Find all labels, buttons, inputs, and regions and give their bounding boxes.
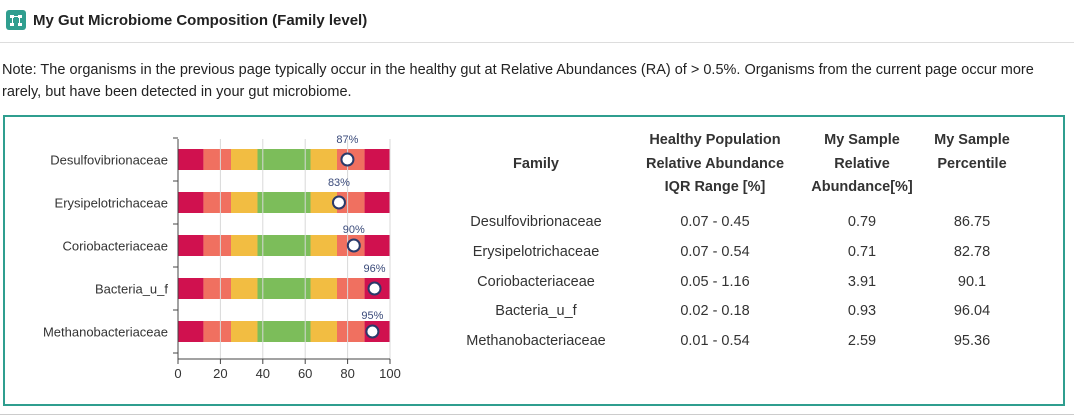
range-band-3-1 <box>203 278 231 299</box>
category-label-2: Coriobacteriaceae <box>62 239 168 254</box>
abundance-chart: 0 20 40 60 80 100 Desulfovibrionaceae Erysipelo… <box>43 134 401 381</box>
table-header-line: Percentile <box>937 155 1007 172</box>
table-cell-r0-c3: 86.75 <box>953 214 991 230</box>
sample-marker-0 <box>340 152 355 167</box>
range-band-1-4 <box>310 192 337 213</box>
x-tick-label-20: 20 <box>213 366 227 381</box>
header-divider <box>0 42 1074 43</box>
range-band-4-2 <box>231 321 258 342</box>
table-cell-r0-c0: Desulfovibrionaceae <box>470 214 602 230</box>
section-header: My Gut Microbiome Composition (Family le… <box>6 8 367 32</box>
table-header-line: My Sample <box>824 132 900 148</box>
range-band-1-5 <box>337 192 365 213</box>
range-band-3-2 <box>231 278 258 299</box>
table-cell-r3-c2: 0.93 <box>847 303 877 320</box>
bottom-divider <box>0 414 1074 415</box>
table-header-line: Healthy Population <box>649 132 781 148</box>
table-cell-r4-c0: Methanobacteriaceae <box>466 333 606 350</box>
table-header-line: My Sample <box>934 132 1010 148</box>
range-band-2-3 <box>257 235 311 256</box>
category-label-3: Bacteria_u_f <box>95 282 168 297</box>
range-band-4-0 <box>178 321 204 342</box>
table-cell-r0-c2: 0.79 <box>847 214 877 230</box>
range-band-4-3 <box>257 321 311 342</box>
table-header-0: Family <box>446 153 626 177</box>
x-tick-label-40: 40 <box>256 366 270 381</box>
table-cell-r2-c0: Coriobacteriaceae <box>477 273 595 290</box>
table-header-line: Relative <box>834 155 890 172</box>
range-band-1-2 <box>231 192 258 213</box>
table-cell-r3-c1: 0.02 - 0.18 <box>680 303 750 320</box>
table-cell-r3-c3: 96.04 <box>953 303 991 320</box>
table-header-line: Abundance[%] <box>811 179 913 195</box>
range-band-4-4 <box>310 321 337 342</box>
table-header-line: IQR Range [%] <box>664 179 766 195</box>
range-band-2-0 <box>178 235 204 256</box>
range-band-1-0 <box>178 192 204 213</box>
category-label-0: Desulfovibrionaceae <box>50 153 168 168</box>
range-band-3-3 <box>257 278 311 299</box>
range-band-0-4 <box>310 149 337 170</box>
value-label-2: 90% <box>343 224 365 236</box>
range-band-0-6 <box>364 149 390 170</box>
range-band-0-2 <box>231 149 258 170</box>
range-band-2-6 <box>364 235 390 256</box>
range-band-2-2 <box>231 235 258 256</box>
x-tick-label-60: 60 <box>298 366 312 381</box>
table-cell-r4-c2: 2.59 <box>847 333 877 350</box>
abundance-table: Family Healthy Population Relative Abundan… <box>450 125 1062 365</box>
results-panel: 0 20 40 60 80 100 Desulfovibrionaceae Erysipelo… <box>3 115 1065 406</box>
category-label-1: Erysipelotrichaceae <box>55 196 168 211</box>
table-cell-r1-c0: Erysipelotrichaceae <box>472 243 600 260</box>
table-cell-r4-c3: 95.36 <box>953 333 991 350</box>
category-label-4: Methanobacteriaceae <box>43 325 168 340</box>
sample-marker-4 <box>365 324 380 339</box>
table-cell-r2-c3: 90.1 <box>957 273 987 290</box>
range-band-2-4 <box>310 235 337 256</box>
range-band-0-1 <box>203 149 231 170</box>
x-tick-label-100: 100 <box>379 366 401 381</box>
table-cell-r3-c0: Bacteria_u_f <box>495 303 577 320</box>
table-header-line: Relative Abundance <box>645 155 785 172</box>
range-band-4-1 <box>203 321 231 342</box>
section-title: My Gut Microbiome Composition (Family le… <box>33 11 368 29</box>
range-band-3-5 <box>337 278 365 299</box>
value-label-0: 87% <box>336 134 358 146</box>
range-band-1-6 <box>364 192 390 213</box>
range-band-2-1 <box>203 235 231 256</box>
range-band-1-1 <box>203 192 231 213</box>
x-tick-label-80: 80 <box>340 366 354 381</box>
range-band-4-5 <box>337 321 365 342</box>
value-label-3: 96% <box>364 263 386 275</box>
table-header-1: Healthy Population Relative Abundance IQR … <box>625 129 805 200</box>
table-cell-r1-c2: 0.71 <box>847 243 877 260</box>
value-label-1: 83% <box>328 177 350 189</box>
table-cell-r1-c3: 82.78 <box>953 243 991 260</box>
table-cell-r4-c1: 0.01 - 0.54 <box>680 333 750 350</box>
range-band-3-0 <box>178 278 204 299</box>
table-header-3: My Sample Percentile <box>917 129 1027 176</box>
table-header-line: Family <box>513 156 559 172</box>
x-tick-label-0: 0 <box>174 366 181 381</box>
range-band-0-0 <box>178 149 204 170</box>
table-cell-r1-c1: 0.07 - 0.54 <box>680 243 750 260</box>
sample-marker-2 <box>346 238 361 253</box>
network-diagram-icon <box>6 10 26 30</box>
sample-marker-1 <box>331 195 346 210</box>
range-band-3-4 <box>310 278 337 299</box>
sample-marker-3 <box>367 281 382 296</box>
table-cell-r0-c1: 0.07 - 0.45 <box>680 214 750 230</box>
range-band-1-3 <box>257 192 311 213</box>
table-cell-r2-c2: 3.91 <box>847 273 877 290</box>
range-band-0-3 <box>257 149 311 170</box>
value-label-4: 95% <box>361 310 383 322</box>
table-cell-r2-c1: 0.05 - 1.16 <box>680 273 750 290</box>
note-text: Note: The organisms in the previous page… <box>2 62 1034 100</box>
table-header-2: My Sample Relative Abundance[%] <box>797 129 927 200</box>
